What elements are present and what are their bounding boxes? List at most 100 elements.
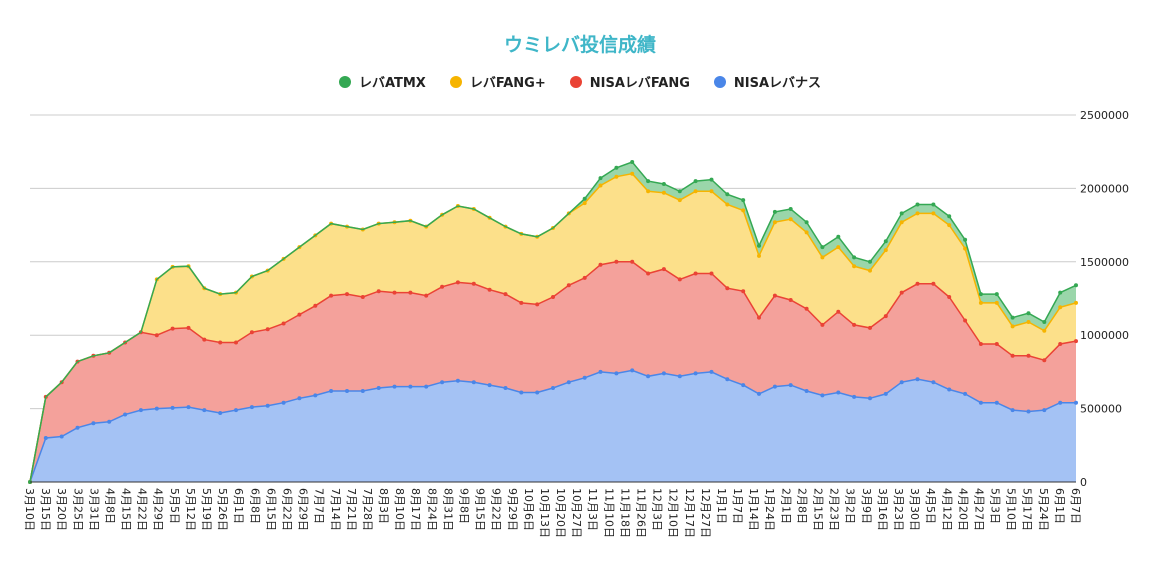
data-point xyxy=(313,303,318,308)
data-point xyxy=(154,333,159,338)
x-tick-label: 3月20日 xyxy=(55,488,68,531)
data-point xyxy=(392,384,397,389)
x-tick-label: 12月3日 xyxy=(651,488,664,531)
data-point xyxy=(1074,400,1078,405)
data-point xyxy=(535,302,540,307)
x-tick-label: 1月1日 xyxy=(715,488,728,524)
data-point xyxy=(709,189,714,194)
data-point xyxy=(440,380,445,385)
data-point xyxy=(1010,324,1015,329)
data-point xyxy=(408,384,413,389)
x-tick-label: 8月3日 xyxy=(377,488,390,524)
data-point xyxy=(852,322,857,327)
x-tick-label: 7月28日 xyxy=(361,488,374,531)
data-point xyxy=(345,292,349,297)
x-tick-label: 3月15日 xyxy=(39,488,52,531)
legend-label: レバFANG+ xyxy=(469,76,546,91)
legend: レバATMX レバFANG+ NISAレバFANG NISAレバナス xyxy=(0,72,1160,91)
series-area xyxy=(30,261,1076,482)
x-tick-label: 4月29日 xyxy=(152,488,165,531)
data-point xyxy=(947,223,952,228)
x-tick-label: 5月24日 xyxy=(1037,488,1050,531)
data-point xyxy=(915,377,920,382)
data-point xyxy=(978,300,983,305)
data-point xyxy=(994,300,999,305)
y-tick-label: 1000000 xyxy=(1080,329,1129,342)
data-point xyxy=(772,293,777,298)
data-point xyxy=(899,211,904,216)
x-tick-label: 4月27日 xyxy=(972,488,985,531)
data-point xyxy=(852,264,857,269)
data-point xyxy=(551,386,555,390)
x-tick-label: 9月29日 xyxy=(506,488,519,531)
x-tick-label: 11月10日 xyxy=(602,488,615,538)
data-point xyxy=(788,207,793,211)
data-point xyxy=(741,289,746,294)
data-point xyxy=(994,400,999,405)
data-point xyxy=(646,271,651,276)
chart-title: ウミレバ投信成績 xyxy=(503,34,656,56)
data-point xyxy=(1042,320,1047,324)
data-point xyxy=(661,267,666,272)
x-tick-label: 2月15日 xyxy=(812,488,825,531)
x-tick-label: 8月17日 xyxy=(409,488,422,531)
x-tick-label: 1月24日 xyxy=(763,488,776,531)
data-point xyxy=(931,211,936,216)
data-point xyxy=(1058,342,1063,346)
x-tick-label: 5月19日 xyxy=(200,488,213,531)
data-point xyxy=(313,393,318,398)
data-point xyxy=(582,196,587,201)
data-point xyxy=(43,436,48,440)
series-area xyxy=(30,370,1076,482)
data-point xyxy=(614,174,619,179)
data-point xyxy=(551,295,555,299)
x-tick-label: 12月10日 xyxy=(667,488,680,538)
data-point xyxy=(836,390,841,395)
data-point xyxy=(820,322,825,327)
data-point xyxy=(234,340,238,345)
data-point xyxy=(788,217,793,222)
data-point xyxy=(836,245,841,250)
data-point xyxy=(582,275,587,280)
data-point xyxy=(59,434,64,439)
data-point xyxy=(630,259,635,264)
data-point xyxy=(693,179,698,184)
x-tick-label: 10月6日 xyxy=(522,488,535,531)
y-tick-label: 0 xyxy=(1080,476,1087,489)
x-tick-label: 11月26日 xyxy=(635,488,648,538)
data-point xyxy=(170,405,175,410)
data-point xyxy=(741,383,746,388)
data-point xyxy=(804,220,809,225)
data-point xyxy=(994,342,999,346)
y-tick-label: 500000 xyxy=(1080,403,1122,416)
data-point xyxy=(598,176,603,181)
data-point xyxy=(757,253,761,258)
data-point xyxy=(978,292,983,297)
data-point xyxy=(535,390,540,395)
x-tick-label: 3月30日 xyxy=(908,488,921,531)
x-tick-label: 2月1日 xyxy=(779,488,792,524)
x-tick-label: 6月1日 xyxy=(1053,488,1066,524)
x-tick-label: 5月26日 xyxy=(216,488,229,531)
data-point xyxy=(265,327,270,332)
data-point xyxy=(281,321,286,326)
data-point xyxy=(234,408,238,413)
legend-swatch xyxy=(713,75,726,88)
data-point xyxy=(804,306,809,311)
data-point xyxy=(566,380,571,385)
data-point xyxy=(899,220,904,225)
x-tick-label: 5月10日 xyxy=(1005,488,1018,531)
x-tick-label: 6月22日 xyxy=(281,488,294,531)
data-point xyxy=(614,371,619,376)
data-point xyxy=(186,405,191,410)
data-point xyxy=(868,396,872,401)
data-point xyxy=(424,384,429,389)
data-point xyxy=(297,312,302,317)
x-tick-label: 9月8日 xyxy=(458,488,471,524)
data-point xyxy=(677,198,682,203)
data-point xyxy=(1058,305,1063,310)
data-point xyxy=(788,298,793,302)
data-point xyxy=(630,171,635,176)
legend-swatch xyxy=(338,75,351,88)
data-point xyxy=(1074,300,1078,305)
